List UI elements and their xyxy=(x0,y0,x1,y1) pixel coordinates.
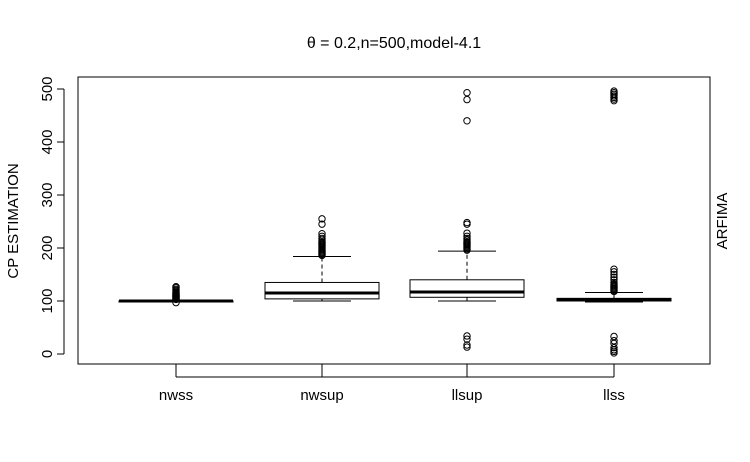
outlier-point xyxy=(463,234,471,243)
outlier-point xyxy=(318,232,326,241)
outlier-point xyxy=(463,117,471,125)
outlier-point xyxy=(610,332,618,341)
x-tick-label: nwsup xyxy=(300,387,343,404)
y-tick-label: 0 xyxy=(39,350,56,358)
y-axis: 0 100 200 300 400 500 xyxy=(39,76,65,358)
x-axis: nwss nwsup llsup llss xyxy=(159,364,625,404)
outlier-point xyxy=(318,229,326,238)
outlier-point xyxy=(610,337,618,345)
outlier-point xyxy=(318,215,326,223)
outlier-point xyxy=(463,232,471,241)
outlier-point xyxy=(463,341,471,349)
iqr-box xyxy=(409,279,525,298)
outlier-point xyxy=(318,234,326,243)
outlier-point xyxy=(610,87,618,95)
outlier-point xyxy=(463,332,471,340)
y-tick-label: 100 xyxy=(39,288,56,313)
outlier-point xyxy=(172,282,180,291)
outlier-point xyxy=(463,229,471,237)
plot-frame xyxy=(77,76,711,365)
y-axis-label: CP ESTIMATION xyxy=(5,163,22,278)
outlier-point xyxy=(610,265,618,273)
y-tick-label: 300 xyxy=(39,182,56,207)
box-nwss xyxy=(118,282,234,307)
right-margin-label: ARFIMA xyxy=(714,193,731,250)
y-tick-label: 500 xyxy=(39,76,56,101)
y-tick-label: 400 xyxy=(39,129,56,154)
x-tick-label: llsup xyxy=(452,387,483,404)
outlier-point xyxy=(463,95,471,104)
y-tick-label: 200 xyxy=(39,235,56,260)
outlier-point xyxy=(610,270,618,279)
box-llss xyxy=(556,87,672,357)
outlier-point xyxy=(610,276,618,284)
chart-title: θ = 0.2,n=500,model-4.1 xyxy=(307,35,481,52)
outlier-point xyxy=(463,335,471,343)
outlier-point xyxy=(610,268,618,276)
outlier-point xyxy=(463,89,471,97)
box-llsup xyxy=(409,89,525,351)
outlier-point xyxy=(610,273,618,281)
outlier-point xyxy=(610,278,618,287)
box-series xyxy=(118,87,672,357)
x-tick-label: nwss xyxy=(159,387,193,404)
x-tick-label: llss xyxy=(603,387,625,404)
outlier-point xyxy=(318,220,326,228)
outlier-point xyxy=(463,343,471,351)
outlier-point xyxy=(463,218,471,227)
box-nwsup xyxy=(264,215,380,302)
iqr-box xyxy=(264,281,380,300)
